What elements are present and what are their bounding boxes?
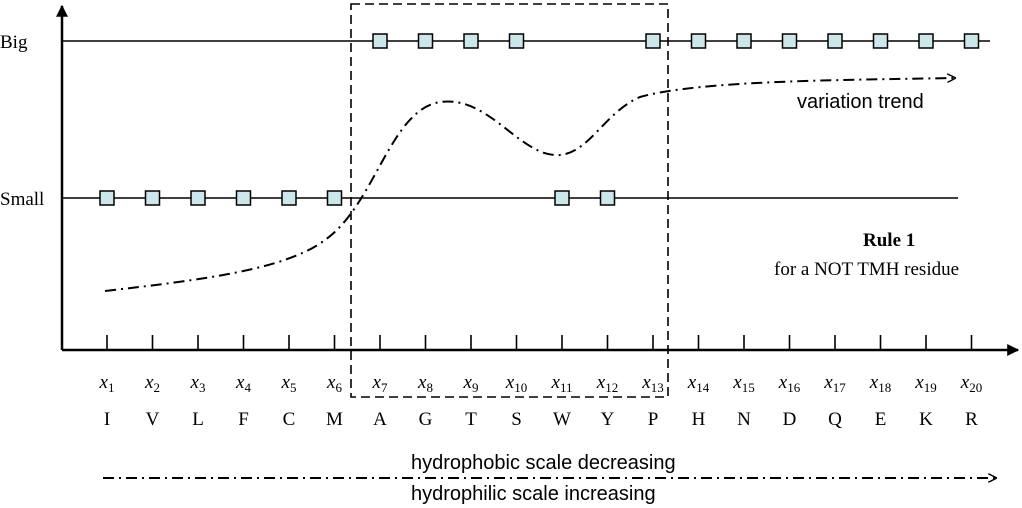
position-label: x20 — [960, 372, 982, 395]
residue-label: N — [737, 409, 751, 430]
x-ticks — [106, 335, 973, 350]
residue-marker — [599, 190, 616, 206]
position-labels: x1 x2 x3 x4 x5 x6 x7 x8 x9 x10 x11 x12 x13 x14 x15 x16 x… — [99, 372, 983, 395]
residue-marker — [281, 190, 297, 206]
residue-marker — [144, 190, 161, 206]
residue-label: G — [419, 409, 433, 430]
hydrophobic-scale-label: hydrophobic scale decreasing — [411, 452, 676, 474]
residue-marker — [326, 190, 343, 206]
residue-marker — [372, 33, 388, 49]
residue-label: A — [373, 409, 387, 430]
position-label: x15 — [732, 372, 754, 395]
residue-marker — [645, 33, 661, 49]
position-label: x5 — [281, 372, 297, 395]
position-label: x8 — [417, 372, 433, 395]
rule-subtitle: for a NOT TMH residue — [774, 259, 959, 280]
position-label: x14 — [687, 372, 710, 395]
highlight-box — [350, 3, 669, 398]
residue-marker — [190, 190, 206, 206]
residue-label: C — [283, 409, 296, 430]
residue-label: S — [511, 409, 522, 430]
residue-label: D — [783, 409, 797, 430]
residue-label: E — [875, 409, 887, 430]
residue-marker — [690, 33, 707, 49]
residue-label: Q — [828, 409, 842, 430]
residue-marker — [554, 190, 570, 206]
residue-marker — [463, 33, 479, 49]
residue-label: K — [919, 409, 933, 430]
residue-marker — [918, 33, 934, 49]
residue-label: H — [692, 409, 706, 430]
residue-label: R — [965, 409, 978, 430]
residue-label: P — [648, 409, 659, 430]
variation-trend-curve — [104, 78, 955, 292]
residue-marker — [963, 33, 980, 49]
trend-label: variation trend — [797, 91, 924, 113]
residue-marker — [827, 33, 843, 49]
position-label: x19 — [914, 372, 936, 395]
residue-label: L — [192, 409, 204, 430]
position-label: x11 — [551, 372, 573, 395]
residue-marker — [235, 190, 252, 206]
position-label: x2 — [144, 372, 160, 395]
residue-label: M — [326, 409, 343, 430]
position-label: x13 — [641, 372, 663, 395]
hydrophilic-scale-label: hydrophilic scale increasing — [411, 483, 656, 505]
position-label: x17 — [823, 372, 846, 395]
residue-label: Y — [601, 409, 615, 430]
small-level-label: Small — [0, 189, 44, 210]
residue-label: I — [104, 409, 110, 430]
position-label: x12 — [596, 372, 618, 395]
position-label: x4 — [235, 372, 251, 395]
residue-marker — [417, 33, 434, 49]
position-label: x1 — [99, 372, 115, 395]
position-label: x18 — [869, 372, 891, 395]
residue-label: F — [238, 409, 249, 430]
residue-label: T — [465, 409, 477, 430]
residue-marker — [872, 33, 889, 49]
position-label: x6 — [326, 372, 342, 395]
position-label: x3 — [190, 372, 206, 395]
residue-label: W — [553, 409, 571, 430]
position-label: x10 — [505, 372, 527, 395]
residue-marker — [99, 190, 115, 206]
residue-marker — [781, 33, 798, 49]
rule-title: Rule 1 — [863, 230, 915, 251]
residue-label: V — [146, 409, 160, 430]
residue-marker — [736, 33, 752, 49]
position-label: x7 — [372, 372, 388, 395]
position-label: x16 — [778, 372, 801, 395]
residue-marker — [508, 33, 525, 49]
position-label: x9 — [463, 372, 479, 395]
big-level-label: Big — [0, 32, 28, 53]
residue-markers — [99, 33, 980, 206]
